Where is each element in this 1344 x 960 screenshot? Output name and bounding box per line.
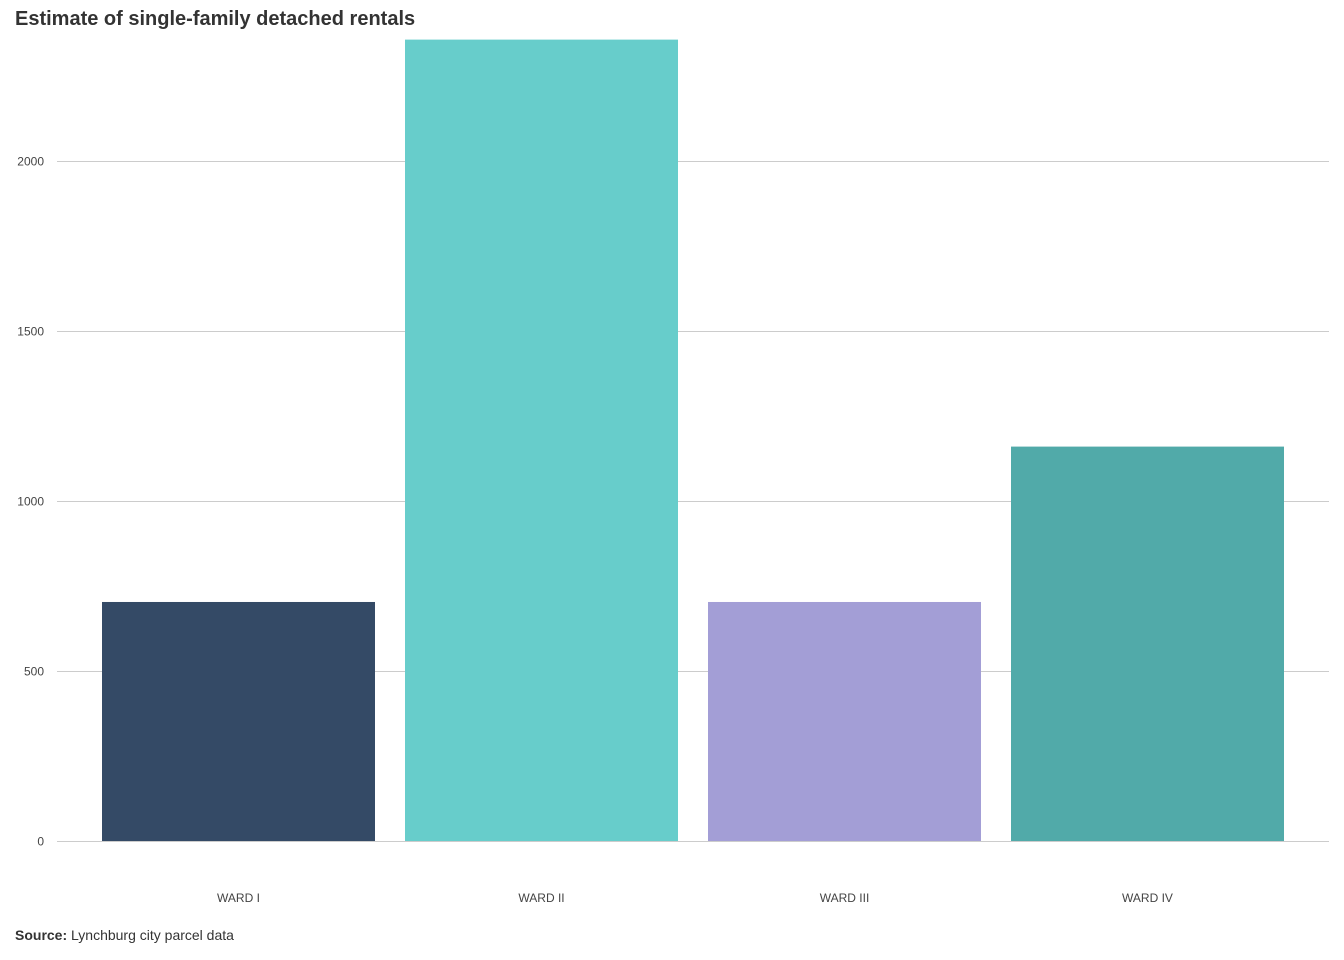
bar-ward-ii[interactable]	[405, 39, 678, 842]
y-tick-label: 2000	[17, 155, 44, 169]
bar-ward-iii[interactable]	[708, 601, 981, 841]
x-axis-ticks: WARD I WARD II WARD III WARD IV	[217, 891, 1173, 905]
source-note: Source: Lynchburg city parcel data	[15, 927, 234, 943]
bar-ward-i[interactable]	[102, 601, 375, 841]
y-axis-ticks: 0 500 1000 1500 2000	[17, 155, 44, 849]
bar-ward-iv[interactable]	[1011, 446, 1284, 841]
bars	[102, 39, 1284, 842]
x-tick-label: WARD IV	[1122, 891, 1173, 905]
y-tick-label: 1500	[17, 325, 44, 339]
x-tick-label: WARD II	[518, 891, 564, 905]
chart-title: Estimate of single-family detached renta…	[15, 8, 416, 30]
y-tick-label: 1000	[17, 495, 44, 509]
source-label: Source:	[15, 927, 68, 943]
source-text: Lynchburg city parcel data	[71, 927, 234, 943]
y-tick-label: 500	[24, 665, 44, 679]
y-tick-label: 0	[37, 835, 44, 849]
x-tick-label: WARD III	[820, 891, 870, 905]
x-tick-label: WARD I	[217, 891, 260, 905]
